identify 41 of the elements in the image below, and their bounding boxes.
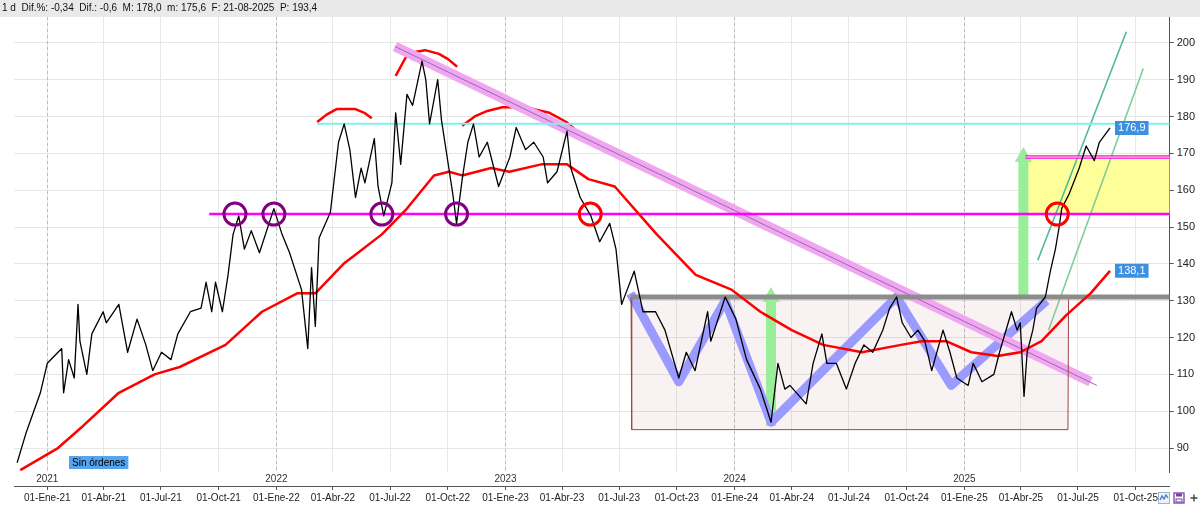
x2-tick-label: 2021 — [36, 472, 59, 484]
y-tick-label: 160 — [1176, 183, 1196, 196]
x-tick-label: 01-Jul-23 — [598, 491, 641, 503]
x-tick-label: 01-Jul-22 — [369, 491, 412, 503]
y-tick-label: 150 — [1176, 220, 1196, 233]
data-label: 176,9 — [1118, 121, 1146, 134]
y-tick-label: 110 — [1176, 367, 1195, 380]
x-tick-label: 01-Abr-25 — [998, 491, 1044, 503]
x-tick-label: 01-Oct-24 — [884, 491, 930, 503]
annotation: Sin órdenes — [72, 456, 126, 468]
x-tick-label: 01-Abr-21 — [81, 491, 127, 503]
y-tick-label: 180 — [1176, 109, 1196, 122]
x-tick-label: 01-Ene-23 — [482, 491, 530, 503]
x-tick-label: 01-Ene-25 — [941, 491, 989, 503]
y-tick-label: 140 — [1176, 256, 1196, 269]
chart-title: 1 d Dif.%: -0,34 Dif.: -0,6 M: 178,0 m: 175,6 F: 21-08-2025 P: 193,4 — [2, 1, 318, 13]
x-tick-label: 01-Abr-24 — [769, 491, 815, 503]
x2-tick-label: 2023 — [494, 472, 518, 484]
x2-tick-label: 2025 — [953, 472, 976, 484]
y-tick-label: 100 — [1176, 404, 1196, 417]
x-tick-label: 01-Oct-23 — [654, 491, 700, 503]
x-tick-label: 01-Ene-22 — [253, 491, 301, 503]
x-tick-label: 01-Ene-21 — [23, 491, 72, 503]
x-tick-label: 01-Abr-22 — [310, 491, 356, 503]
x-tick-label: 01-Jul-21 — [140, 491, 183, 503]
x-tick-label: 01-Abr-23 — [539, 491, 585, 503]
data-label: 138,1 — [1118, 264, 1146, 277]
x-tick-label: 01-Oct-25 — [1113, 491, 1159, 503]
y-tick-label: 190 — [1176, 72, 1196, 85]
y-tick-label: 130 — [1176, 293, 1196, 306]
y-tick-label: 120 — [1176, 330, 1196, 343]
x-tick-label: 01-Jul-25 — [1057, 491, 1100, 503]
y-tick-label: 200 — [1176, 35, 1196, 48]
x-tick-label: 01-Oct-21 — [196, 491, 242, 503]
x-tick-label: 01-Oct-22 — [425, 491, 471, 503]
x2-tick-label: 2022 — [265, 472, 288, 484]
y-tick-label: 170 — [1176, 146, 1196, 159]
y-tick-label: 90 — [1176, 441, 1189, 454]
x-tick-label: 01-Jul-24 — [828, 491, 871, 503]
x-tick-label: 01-Ene-24 — [711, 491, 759, 503]
x2-tick-label: 2024 — [723, 472, 747, 484]
